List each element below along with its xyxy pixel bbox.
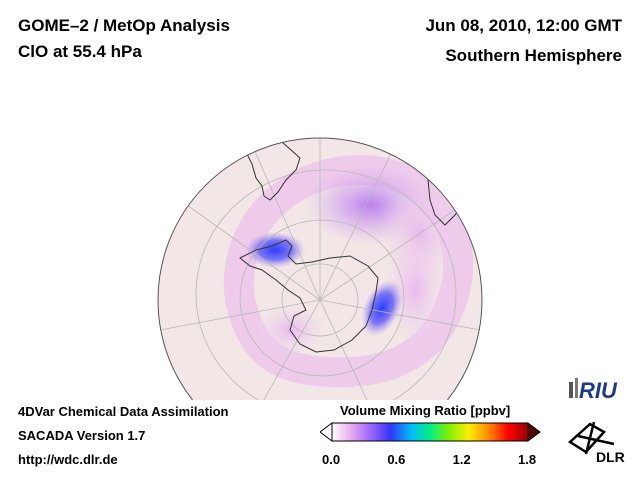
footer-version: SACADA Version 1.7 (18, 428, 146, 443)
colorbar-min-arrow (320, 422, 333, 442)
colorbar-tick-label: 0.0 (322, 452, 341, 467)
dlr-wing-icon (567, 421, 615, 455)
colorbar (320, 422, 541, 442)
dlr-logo: DLR (567, 421, 625, 465)
dlr-logo-text: DLR (596, 449, 625, 465)
map-globe (157, 137, 483, 400)
title-line2: ClO at 55.4 hPa (18, 42, 142, 61)
footer-method: 4DVar Chemical Data Assimilation (18, 404, 229, 419)
footer-url: http://wdc.dlr.de (18, 452, 118, 467)
clo-region-peninsula (245, 232, 305, 268)
riu-bar-icon (575, 378, 578, 398)
colorbar-tick-label: 1.8 (518, 452, 537, 467)
clo-ring (223, 154, 474, 388)
colorbar-gradient (331, 422, 529, 442)
clo-region-ross-sea (361, 279, 403, 337)
colorbar-max-arrow (527, 422, 541, 442)
title-line1: GOME–2 / MetOp Analysis (18, 16, 230, 35)
clo-region-indian (385, 235, 445, 345)
riu-logo-text: RIU (579, 378, 618, 403)
antarctica-outline (239, 239, 379, 353)
riu-bar-icon (569, 382, 573, 398)
colorbar-tick-label: 1.2 (452, 452, 471, 467)
riu-logo: RIU (569, 378, 618, 403)
globe-edge (157, 137, 483, 400)
hemisphere-label: Southern Hemisphere (445, 46, 622, 65)
colorbar-tick-label: 0.6 (387, 452, 406, 467)
date-label: Jun 08, 2010, 12:00 GMT (425, 16, 622, 35)
graticule (159, 138, 481, 400)
colorbar-title: Volume Mixing Ratio [ppbv] (340, 403, 511, 418)
